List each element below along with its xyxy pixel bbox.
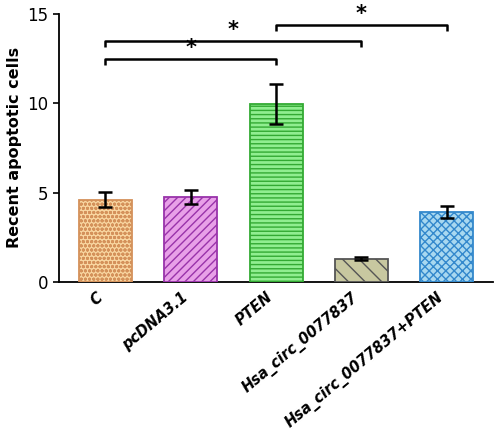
Bar [420, 212, 474, 282]
Text: *: * [185, 38, 196, 58]
Bar [250, 104, 302, 282]
Text: *: * [228, 21, 239, 40]
Bar [79, 200, 132, 282]
Bar [335, 258, 388, 282]
Y-axis label: Recent apoptotic cells: Recent apoptotic cells [7, 47, 22, 248]
Bar [164, 197, 217, 282]
Text: *: * [356, 4, 367, 24]
